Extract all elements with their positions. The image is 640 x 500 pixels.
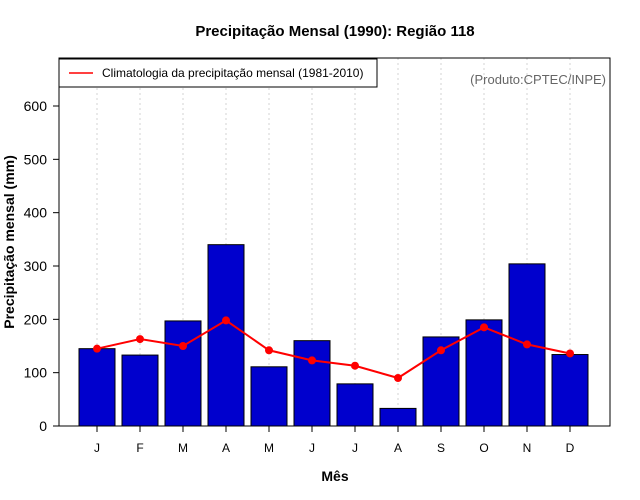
bar: [465, 319, 503, 427]
legend-label: Climatologia da precipitação mensal (198…: [102, 66, 363, 80]
x-tick-label: M: [264, 441, 274, 455]
legend: Climatologia da precipitação mensal (198…: [58, 58, 378, 88]
x-tick-label: A: [222, 441, 230, 455]
legend-box: [58, 58, 378, 88]
bar: [551, 354, 589, 427]
x-tick-label: J: [352, 441, 358, 455]
y-axis-label: Precipitação mensal (mm): [1, 155, 17, 329]
x-tick-label: J: [94, 441, 100, 455]
chart-title: Precipitação Mensal (1990): Região 118: [195, 23, 474, 40]
y-tick-label: 0: [39, 418, 47, 434]
climatology-point: [394, 374, 402, 382]
bar: [336, 383, 374, 427]
bar: [250, 366, 288, 427]
x-axis-label: Mês: [321, 468, 348, 484]
climatology-point: [480, 323, 488, 332]
x-tick-label: J: [309, 441, 315, 455]
climatology-point: [523, 340, 531, 349]
y-tick-label: 200: [24, 311, 48, 327]
bar: [121, 354, 159, 427]
x-tick-label: F: [136, 441, 143, 455]
climatology-point: [265, 346, 273, 355]
climatology-point: [566, 349, 574, 358]
bar: [293, 340, 331, 427]
y-tick-label: 100: [24, 365, 48, 381]
bar: [78, 348, 116, 427]
x-tick-label: S: [437, 441, 445, 455]
climatology-point: [179, 342, 187, 350]
x-tick-label: A: [394, 441, 402, 455]
bar: [164, 320, 202, 427]
climatology-point: [93, 344, 101, 353]
y-axis: 0 100 200 300 400 500 600: [24, 98, 59, 434]
climatology-point: [136, 335, 144, 344]
bar-series: [78, 244, 589, 427]
climatology-line: [96, 319, 571, 380]
climatology-point: [437, 346, 445, 355]
plot-frame: [58, 57, 611, 427]
climatology-point: [308, 356, 316, 365]
y-tick-label: 500: [24, 151, 48, 167]
y-tick-label: 300: [24, 258, 48, 274]
y-tick-label: 400: [24, 205, 48, 221]
y-tick-label: 600: [24, 98, 48, 114]
bar: [207, 244, 245, 427]
climatology-point: [222, 316, 230, 325]
x-tick-label: O: [479, 441, 488, 455]
bar: [379, 407, 417, 427]
product-credit: (Produto:CPTEC/INPE): [470, 72, 606, 87]
x-tick-label: M: [178, 441, 188, 455]
climatology-point: [351, 361, 359, 370]
x-tick-label: N: [523, 441, 532, 455]
climatology-series: [93, 316, 574, 382]
x-tick-label: D: [566, 441, 575, 455]
